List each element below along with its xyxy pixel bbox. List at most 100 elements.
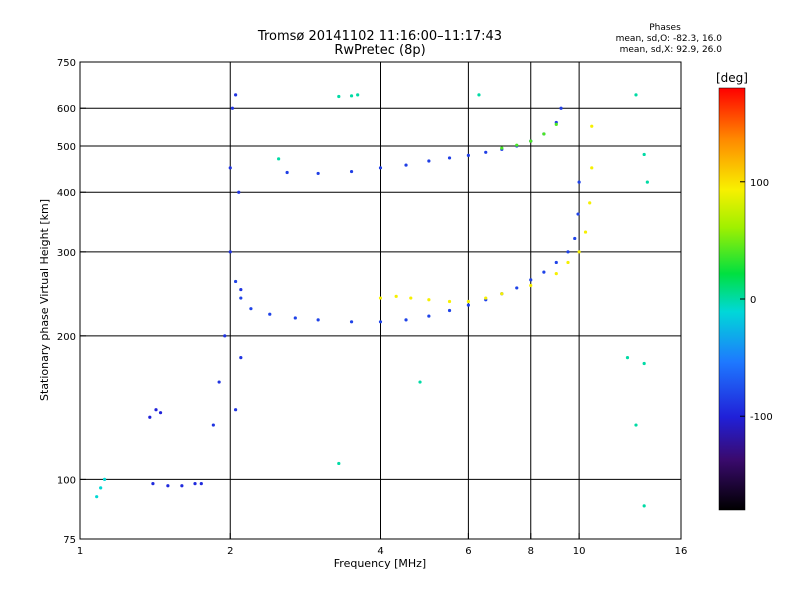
data-point [404, 163, 408, 167]
data-point [378, 296, 383, 300]
y-tick-label: 500 [57, 142, 76, 153]
data-point [349, 320, 354, 324]
data-point [378, 320, 383, 324]
data-point [566, 250, 570, 254]
data-points [95, 93, 649, 508]
x-tick-label: 8 [528, 546, 534, 557]
data-point [573, 236, 577, 241]
data-point [577, 250, 581, 254]
data-point [158, 411, 163, 415]
y-tick-label: 750 [57, 58, 76, 69]
x-tick-label: 6 [465, 546, 471, 557]
data-point [588, 201, 592, 205]
y-tick-label: 600 [57, 104, 76, 115]
y-axis-label: Stationary phase Virtual Height [km] [38, 199, 51, 401]
y-tick-label: 100 [57, 475, 76, 486]
data-point [642, 504, 646, 508]
x-tick-label: 2 [227, 546, 233, 557]
data-point [151, 481, 155, 486]
x-axis: 1 2 4 6 8 10 16 [77, 533, 688, 557]
data-point [394, 294, 398, 298]
stats-title: Phases [649, 23, 681, 33]
x-tick-label: 10 [573, 546, 586, 557]
data-point [484, 150, 488, 154]
data-point [230, 106, 235, 110]
data-point [466, 299, 470, 304]
data-point [484, 296, 488, 300]
data-point [193, 481, 197, 486]
data-point [634, 423, 638, 427]
chart-title: Tromsø 20141102 11:16:00–11:17:43 [257, 29, 502, 44]
data-point [217, 380, 221, 384]
data-point [180, 484, 184, 488]
data-point [590, 166, 594, 170]
gridlines [80, 62, 681, 539]
chart-subtitle: RwPretec (8p) [334, 43, 425, 58]
data-point [645, 180, 649, 184]
data-point [642, 152, 646, 157]
data-point [349, 94, 354, 98]
data-point [542, 270, 546, 274]
data-point [99, 486, 103, 490]
colorbar-label: [deg] [716, 71, 748, 85]
data-point [576, 212, 580, 216]
data-point [529, 278, 533, 282]
colorbar-tick-label: 100 [750, 178, 769, 189]
data-point [529, 283, 533, 288]
data-point [515, 143, 519, 147]
data-point [239, 296, 243, 300]
data-point [409, 296, 413, 300]
data-point [378, 166, 383, 170]
data-point [239, 287, 243, 292]
data-point [427, 298, 431, 302]
data-point [293, 316, 297, 320]
data-point [349, 169, 354, 174]
data-point [447, 308, 452, 313]
data-point [234, 408, 238, 412]
data-point [542, 132, 546, 136]
data-point [515, 286, 519, 290]
data-point [554, 272, 558, 276]
data-point [625, 356, 630, 360]
data-point [577, 180, 581, 184]
data-point [228, 250, 232, 254]
data-point [285, 170, 289, 175]
data-point [356, 93, 360, 97]
data-point [211, 423, 215, 427]
data-point [234, 279, 238, 284]
x-axis-label: Frequency [MHz] [334, 557, 426, 570]
y-tick-label: 300 [57, 248, 76, 259]
data-point [500, 146, 504, 150]
y-tick-label: 200 [57, 332, 76, 343]
data-point [154, 408, 158, 412]
colorbar-tick-label: -100 [750, 412, 773, 423]
data-point [95, 495, 99, 499]
data-point [529, 139, 533, 143]
data-point [268, 312, 272, 316]
data-point [234, 93, 238, 97]
data-point [642, 361, 646, 366]
colorbar-tick-label: 0 [750, 295, 756, 306]
data-point [559, 106, 563, 110]
x-tick-label: 16 [675, 546, 688, 557]
data-point [166, 484, 170, 488]
data-point [337, 94, 341, 99]
y-tick-label: 400 [57, 188, 76, 199]
x-tick-label: 4 [377, 546, 383, 557]
data-point [102, 477, 107, 482]
data-point [237, 190, 241, 194]
data-point [500, 292, 504, 296]
data-point [316, 171, 320, 176]
data-point [447, 299, 452, 304]
data-point [199, 481, 203, 486]
data-point [583, 230, 588, 234]
data-point [466, 303, 470, 307]
data-point [277, 157, 281, 161]
y-tick-label: 75 [63, 535, 76, 546]
data-point [427, 159, 431, 163]
data-point [566, 260, 570, 265]
data-point [466, 153, 470, 157]
data-point [404, 318, 408, 322]
stats-line-x: mean, sd,X: 92.9, 26.0 [620, 45, 723, 55]
